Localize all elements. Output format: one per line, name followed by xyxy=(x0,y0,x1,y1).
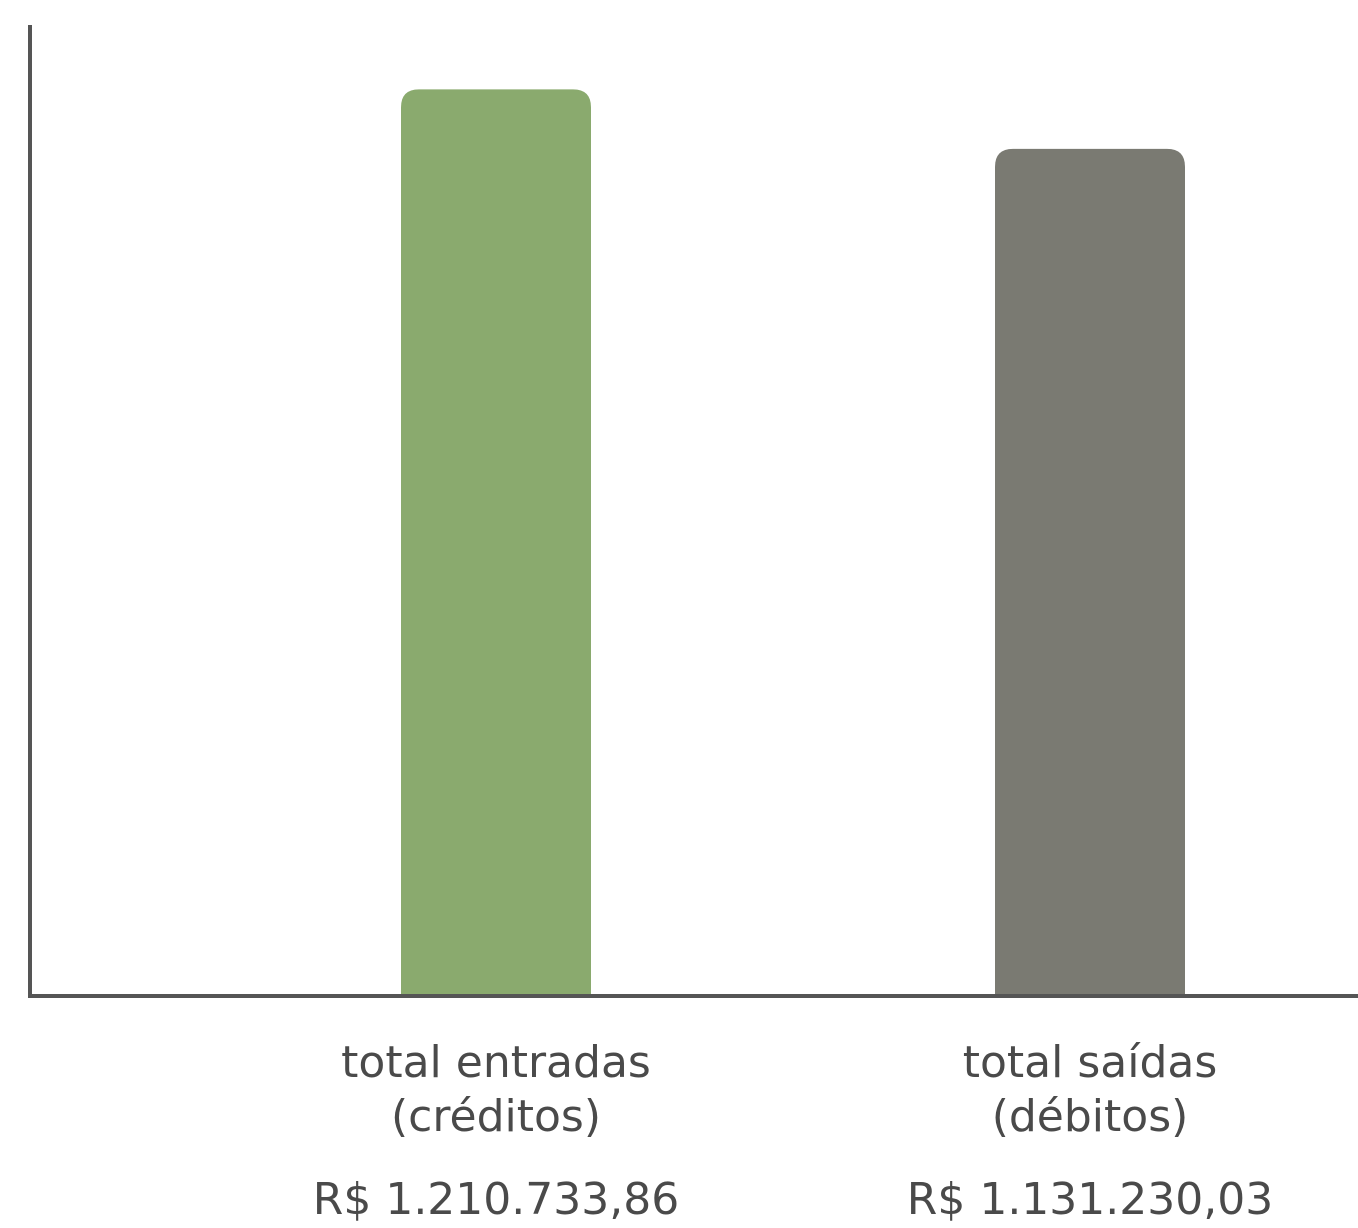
labels-layer: total entradas(créditos) R$ 1.210.733,86 t… xyxy=(313,1037,1273,1225)
value-label-1: R$ 1.131.230,03 xyxy=(907,1174,1273,1224)
bar-saidas xyxy=(995,148,1185,997)
category-label-1-line-0: total saídas xyxy=(963,1037,1218,1088)
value-label-0: R$ 1.210.733,86 xyxy=(313,1174,679,1224)
category-label-0-line-0: total entradas xyxy=(341,1037,651,1088)
category-label-1-line-1: (débitos) xyxy=(992,1091,1189,1142)
category-label-0-line-1: (créditos) xyxy=(391,1091,601,1142)
bar-entradas xyxy=(401,89,591,997)
bars-layer xyxy=(401,89,1185,997)
